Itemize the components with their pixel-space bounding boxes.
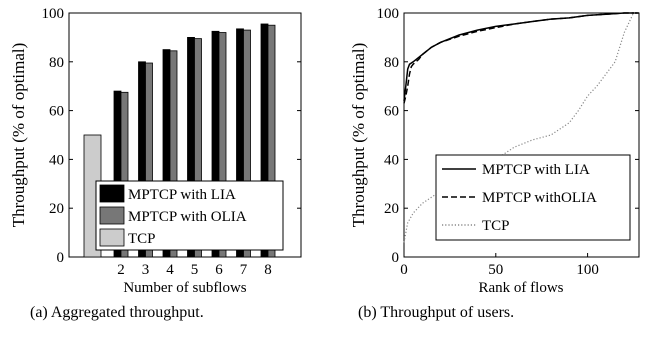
x-axis-label-a: Number of subflows xyxy=(123,280,246,296)
caption-b: (b) Throughput of users. xyxy=(358,304,515,321)
y-tick-label-b-100: 100 xyxy=(377,6,400,22)
bar-olia-8 xyxy=(267,24,276,258)
plot-frame-a xyxy=(68,12,302,258)
bar-olia-6 xyxy=(218,32,227,258)
x-axis-label-b: Rank of flows xyxy=(479,280,564,296)
x-tick-label-2: 2 xyxy=(117,262,125,278)
y-axis-label-b: Throughput (% of optimal) xyxy=(349,43,368,228)
y-tick-label-b-40: 40 xyxy=(384,152,399,168)
legend-label-b-tcp: TCP xyxy=(482,218,510,234)
x-tick-label-7: 7 xyxy=(240,262,248,278)
plot-frame-b xyxy=(403,12,640,258)
legend-swatch-lia xyxy=(99,184,125,203)
y-tick-label-a-20: 20 xyxy=(49,201,64,217)
x-tick-label-4: 4 xyxy=(166,262,174,278)
y-tick-label-b-0: 0 xyxy=(392,250,400,266)
y-tick-label-a-40: 40 xyxy=(49,152,64,168)
y-tick-label-b-80: 80 xyxy=(384,55,399,71)
x-tick-label-3: 3 xyxy=(142,262,150,278)
series-line-lia xyxy=(403,12,639,101)
legend-label-olia: MPTCP with OLIA xyxy=(128,209,247,225)
y-tick-label-a-100: 100 xyxy=(42,6,65,22)
y-tick-label-a-60: 60 xyxy=(49,104,64,120)
bar-olia-5 xyxy=(194,38,202,258)
y-tick-label-b-60: 60 xyxy=(384,104,399,120)
legend-swatch-olia xyxy=(99,206,125,225)
x-tick-label-8: 8 xyxy=(264,262,272,278)
bar-olia-4 xyxy=(169,50,178,258)
series-line-tcp xyxy=(403,12,639,243)
bar-olia-3 xyxy=(145,62,153,258)
series-line-olia xyxy=(403,12,639,104)
legend-box-a xyxy=(95,180,284,251)
x-tick-label-b-50: 50 xyxy=(488,262,503,278)
x-tick-label-b-100: 100 xyxy=(576,262,599,278)
legend-a: MPTCP with LIA MPTCP with OLIA TCP xyxy=(95,180,284,251)
legend-label-lia: MPTCP with LIA xyxy=(128,187,236,203)
bar-olia-2 xyxy=(120,91,129,258)
chart-throughput-of-users: 0 20 40 60 80 100 0 50 100 Rank of flows Throughpu… xyxy=(349,6,640,296)
legend-swatch-tcp xyxy=(99,228,125,247)
x-tick-label-5: 5 xyxy=(191,262,199,278)
x-tick-label-b-0: 0 xyxy=(400,262,408,278)
legend-label-b-lia: MPTCP with LIA xyxy=(482,162,590,178)
y-tick-label-a-0: 0 xyxy=(57,250,65,266)
y-axis-label-a: Throughput (% of optimal) xyxy=(9,43,28,228)
legend-label-tcp: TCP xyxy=(128,231,156,247)
x-tick-label-6: 6 xyxy=(215,262,223,278)
legend-b: MPTCP with LIA MPTCP withOLIA TCP xyxy=(435,154,631,241)
y-tick-label-b-20: 20 xyxy=(384,201,399,217)
caption-a: (a) Aggregated throughput. xyxy=(30,304,204,321)
bar-olia-7 xyxy=(243,29,251,258)
legend-label-b-olia: MPTCP withOLIA xyxy=(482,190,597,206)
y-tick-label-a-80: 80 xyxy=(49,55,64,71)
